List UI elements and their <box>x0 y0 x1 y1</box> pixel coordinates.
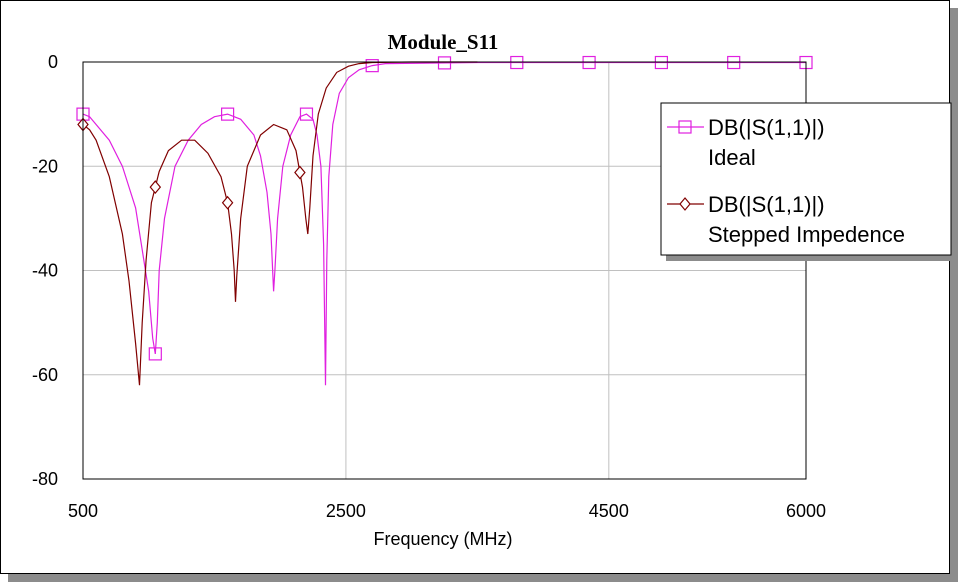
series-line <box>82 61 806 386</box>
x-axis-label: Frequency (MHz) <box>373 529 512 549</box>
legend-box <box>660 102 952 256</box>
y-tick-label: 0 <box>48 52 58 72</box>
y-tick-label: -60 <box>32 365 58 385</box>
legend-series-name: DB(|S(1,1)|) <box>708 192 825 217</box>
series-marker <box>437 56 452 70</box>
series-1 <box>76 55 813 386</box>
y-tick-label: -40 <box>32 261 58 281</box>
series-marker <box>148 347 162 361</box>
x-tick-label: 500 <box>68 501 98 521</box>
legend-entry-2: DB(|S(1,1)|) Stepped Impedence <box>667 192 905 247</box>
series-marker <box>365 59 379 73</box>
series-marker <box>299 107 314 121</box>
series-marker <box>727 55 741 70</box>
x-tick-label: 4500 <box>589 501 629 521</box>
series-marker <box>221 107 235 121</box>
chart-title: Module_S11 <box>388 30 499 54</box>
series-line <box>82 61 478 386</box>
legend-swatch-marker <box>679 197 691 211</box>
x-tick-label: 6000 <box>786 501 826 521</box>
x-tick-label: 2500 <box>326 501 366 521</box>
legend-series-name: DB(|S(1,1)|) <box>708 115 825 140</box>
ticks: 500 2500 4500 6000 0 -20 -40 -60 -80 <box>32 52 826 521</box>
legend-series-subtitle: Ideal <box>708 145 756 170</box>
legend-entry-1: DB(|S(1,1)|) Ideal <box>667 115 825 170</box>
series-marker <box>221 195 234 210</box>
plot-area <box>82 61 807 480</box>
series-marker <box>149 180 162 195</box>
series-marker <box>582 55 596 70</box>
legend: DB(|S(1,1)|) Ideal DB(|S(1,1)|) Stepped Imp… <box>660 102 957 261</box>
legend-series-subtitle: Stepped Impedence <box>708 222 905 247</box>
y-tick-label: -20 <box>32 156 58 176</box>
legend-swatch-marker <box>678 120 692 134</box>
series-marker <box>654 55 669 70</box>
series-marker <box>294 165 306 180</box>
series-2 <box>77 61 478 386</box>
y-tick-label: -80 <box>32 469 58 489</box>
traces <box>76 55 813 386</box>
series-marker <box>510 55 524 70</box>
